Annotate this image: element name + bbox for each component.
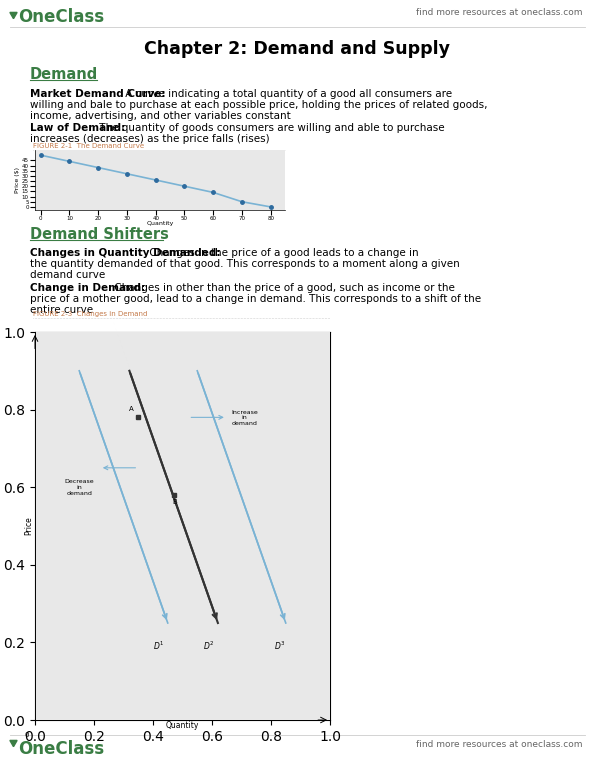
Text: B: B [172,499,177,505]
Text: $D^2$: $D^2$ [203,640,215,652]
Y-axis label: Price ($): Price ($) [15,167,20,193]
Text: The quantity of goods consumers are willing and able to purchase: The quantity of goods consumers are will… [96,123,444,133]
Text: Demand Shifters: Demand Shifters [30,227,169,242]
Text: $D^3$: $D^3$ [274,640,286,652]
Y-axis label: Price: Price [24,517,33,535]
Text: FIGURE 2-1  The Demand Curve: FIGURE 2-1 The Demand Curve [33,143,144,149]
Text: 0: 0 [24,732,29,738]
Text: $D^1$: $D^1$ [153,640,165,652]
Text: Change in Demand:: Change in Demand: [30,283,145,293]
Text: find more resources at oneclass.com: find more resources at oneclass.com [416,740,583,749]
Text: willing and bale to purchase at each possible price, holding the prices of relat: willing and bale to purchase at each pos… [30,100,487,110]
Text: OneClass: OneClass [18,8,104,26]
Text: OneClass: OneClass [18,740,104,758]
Text: Changes in the price of a good leads to a change in: Changes in the price of a good leads to … [146,248,419,258]
Text: Changes in other than the price of a good, such as income or the: Changes in other than the price of a goo… [111,283,455,293]
Text: FIGURE 2-3  Changes in Demand: FIGURE 2-3 Changes in Demand [33,311,148,317]
Text: entire curve: entire curve [30,305,93,315]
Text: demand curve: demand curve [30,270,105,280]
Text: Decrease
in
demand: Decrease in demand [64,480,94,496]
Text: income, advertising, and other variables constant: income, advertising, and other variables… [30,111,291,121]
X-axis label: Quantity: Quantity [166,721,199,731]
Text: Chapter 2: Demand and Supply: Chapter 2: Demand and Supply [144,40,450,58]
Text: Demand: Demand [30,67,98,82]
Text: Increase
in
demand: Increase in demand [231,410,258,427]
Text: Changes in Quantity Demanded:: Changes in Quantity Demanded: [30,248,221,258]
Text: Market Demand Curve:: Market Demand Curve: [30,89,165,99]
X-axis label: Quantity: Quantity [146,221,174,226]
Text: increases (decreases) as the price falls (rises): increases (decreases) as the price falls… [30,134,270,144]
Text: find more resources at oneclass.com: find more resources at oneclass.com [416,8,583,17]
Text: Law of Demand:: Law of Demand: [30,123,126,133]
Text: the quantity demanded of that good. This corresponds to a moment along a given: the quantity demanded of that good. This… [30,259,460,269]
Text: price of a mother good, lead to a change in demand. This corresponds to a shift : price of a mother good, lead to a change… [30,294,481,304]
Text: A: A [129,406,134,411]
Text: A curve indicating a total quantity of a good all consumers are: A curve indicating a total quantity of a… [122,89,452,99]
